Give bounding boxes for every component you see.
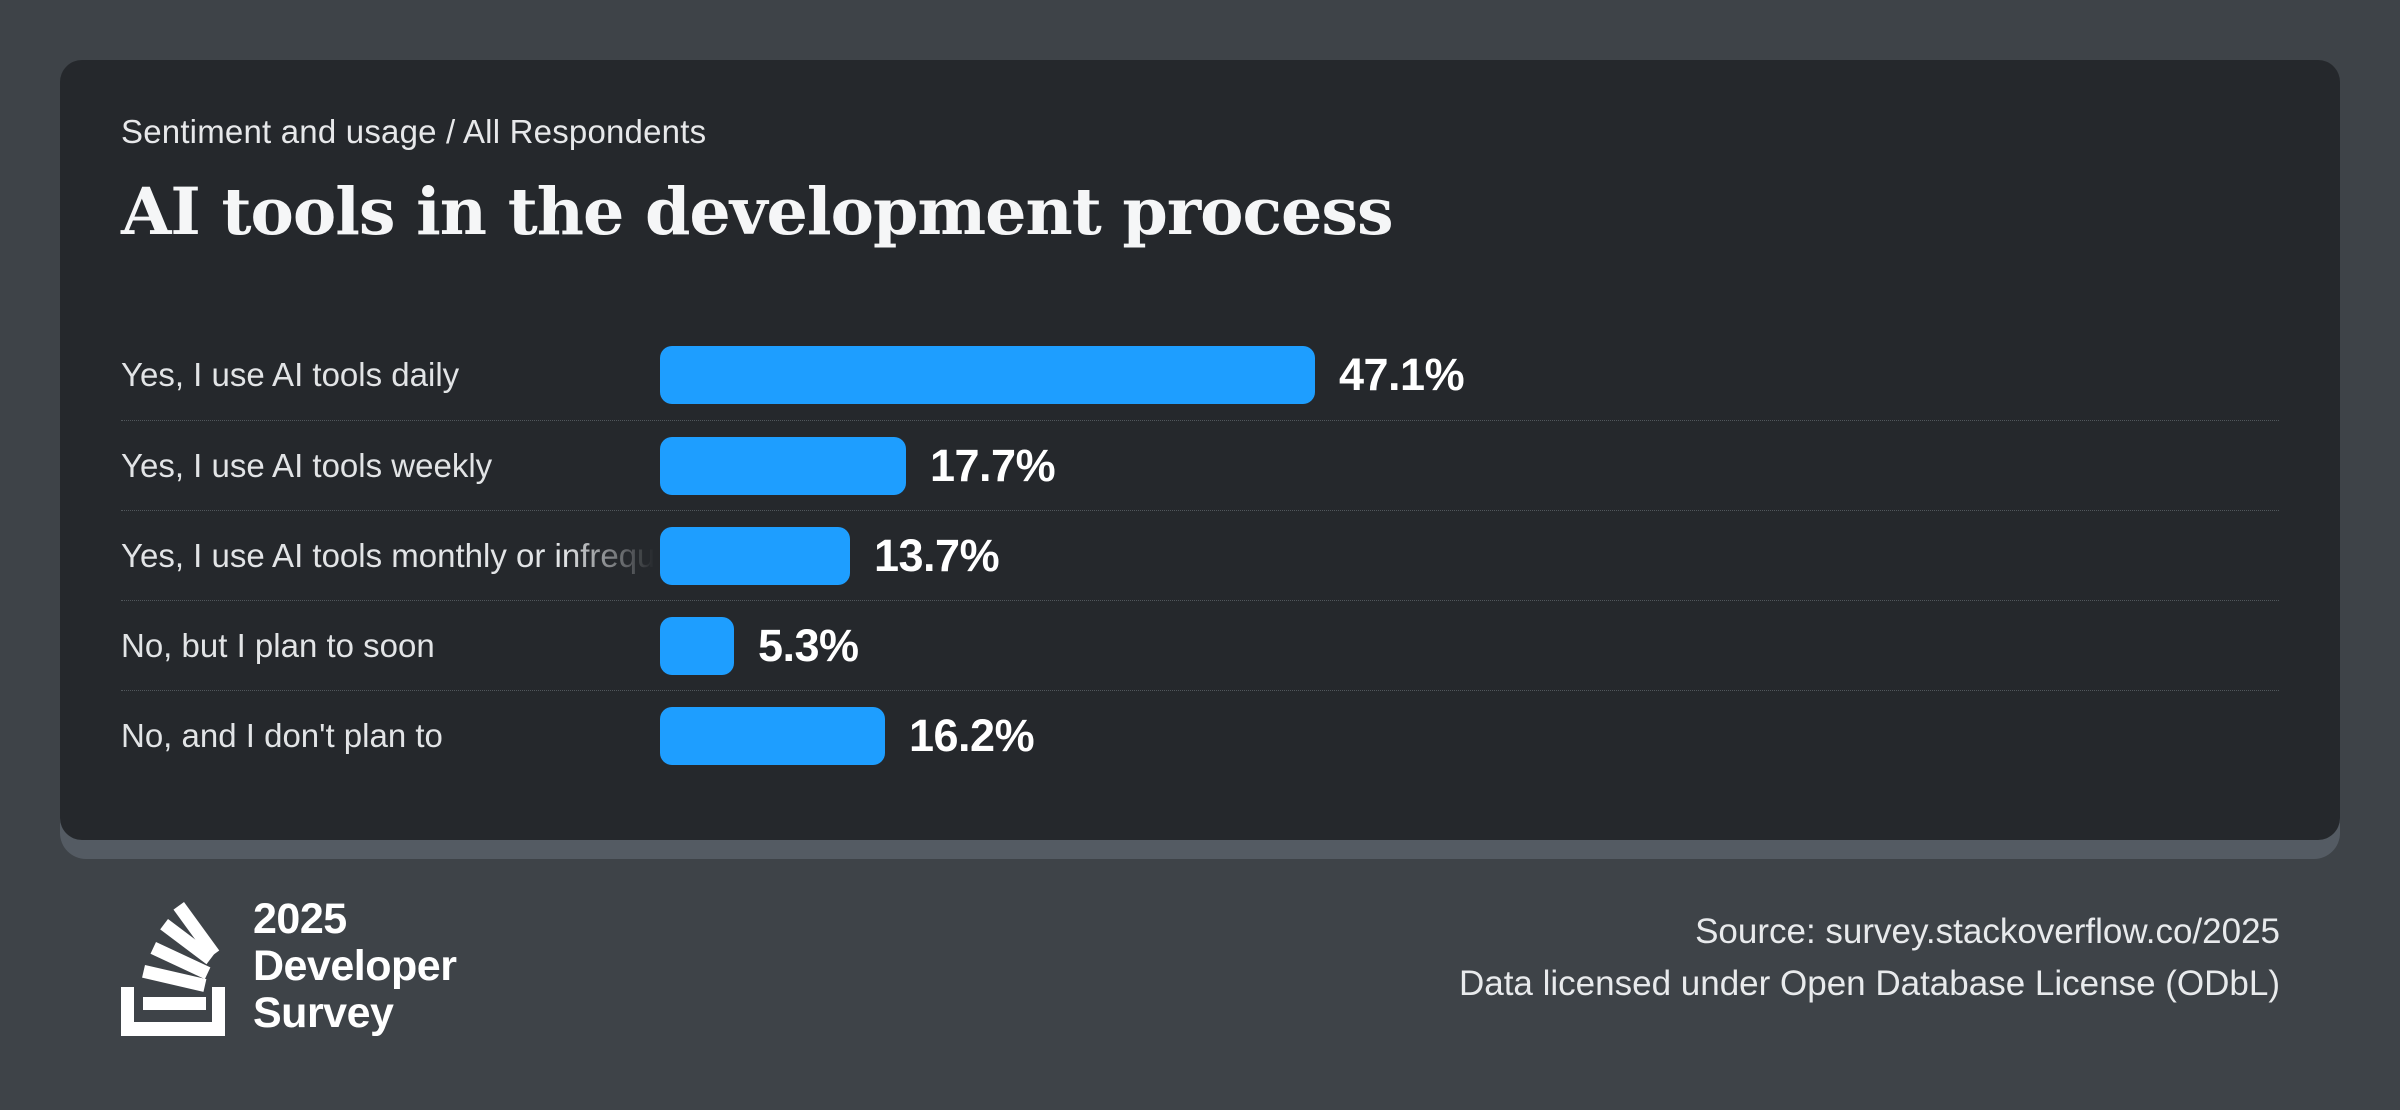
bar <box>660 706 885 765</box>
bar-value-label: 16.2% <box>909 709 1035 761</box>
survey-logo-text: 2025 Developer Survey <box>253 895 457 1037</box>
bar-row: Yes, I use AI tools monthly or infrequen… <box>121 510 2279 600</box>
survey-logo-word1: Developer <box>253 942 457 990</box>
bar-category-label: Yes, I use AI tools daily <box>121 356 460 393</box>
bar-category-label: Yes, I use AI tools monthly or infrequen… <box>121 536 660 574</box>
bar-value-label: 17.7% <box>930 439 1056 491</box>
bar-row: No, and I don't plan to 16.2% <box>121 690 2279 780</box>
bar-rows: Yes, I use AI tools daily 47.1% Yes, I use… <box>121 330 2279 780</box>
bar-row: No, but I plan to soon 5.3% <box>121 600 2279 690</box>
chart-card: Sentiment and usage / All Respondents AI… <box>60 60 2340 859</box>
bar-value-label: 13.7% <box>874 529 1000 581</box>
source-url: Source: survey.stackoverflow.co/2025 <box>1695 912 2280 951</box>
bar-chart: Yes, I use AI tools daily 47.1% Yes, I use… <box>121 330 2279 780</box>
survey-logo-year: 2025 <box>253 895 347 943</box>
survey-logo: 2025 Developer Survey <box>121 895 457 1037</box>
bar-category-label: No, and I don't plan to <box>121 716 443 754</box>
breadcrumb: Sentiment and usage / All Respondents <box>121 113 707 150</box>
chart-card-surface: Sentiment and usage / All Respondents AI… <box>60 60 2340 840</box>
bar <box>660 616 734 675</box>
bar-category-label: No, but I plan to soon <box>121 626 435 664</box>
survey-logo-word2: Survey <box>253 989 394 1037</box>
bar-row: Yes, I use AI tools weekly 17.7% <box>121 420 2279 510</box>
footer: 2025 Developer Survey Source: survey.sta… <box>121 896 2280 1037</box>
bar-row: Yes, I use AI tools daily 47.1% <box>121 330 2279 420</box>
bar-category-label: Yes, I use AI tools weekly <box>121 446 493 484</box>
source-attribution: Source: survey.stackoverflow.co/2025 Dat… <box>1459 906 2280 1010</box>
page-title: AI tools in the development process <box>121 174 1394 250</box>
bar <box>660 346 1315 404</box>
license-note: Data licensed under Open Database Licens… <box>1458 964 2280 1003</box>
bar <box>660 526 850 585</box>
bar-value-label: 5.3% <box>758 619 859 671</box>
bar-value-label: 47.1% <box>1339 349 1465 400</box>
stackoverflow-logo-icon <box>121 902 225 1036</box>
bar <box>660 436 906 495</box>
